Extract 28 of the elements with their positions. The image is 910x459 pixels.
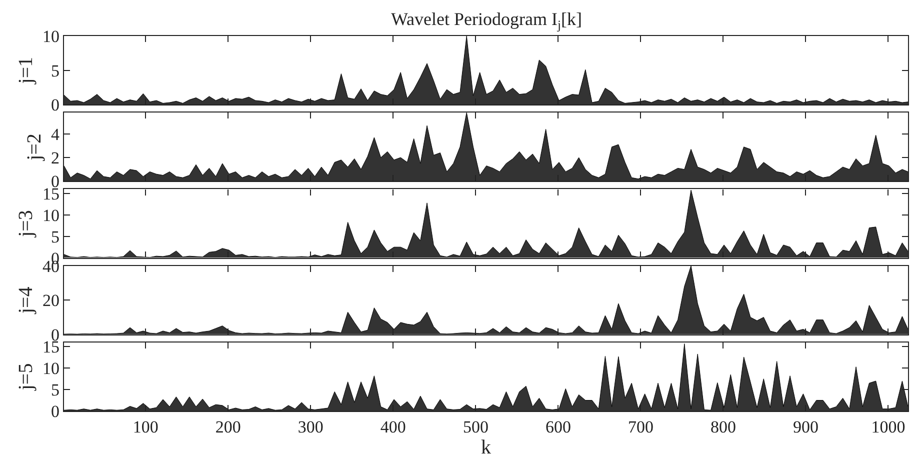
y-tick-label: 5 [51,380,60,400]
x-tick-label: 800 [710,418,736,436]
y-tick-label: 10 [42,206,60,225]
x-tick-label: 100 [132,418,158,436]
x-tick-label: 500 [462,418,488,436]
x-tick-label: 200 [215,418,241,436]
y-tick-label: 10 [42,359,60,378]
x-tick-label: 1000 [871,418,906,436]
y-tick-label: 5 [51,227,60,246]
y-tick-label: 0 [51,402,60,421]
y-tick-label: 10 [42,26,60,46]
x-axis-title: k [481,436,491,458]
x-tick-label: 300 [298,418,324,436]
y-axis-title: j=4 [15,286,37,315]
y-axis-title: j=2 [24,133,46,162]
y-axis-title: j=1 [15,56,37,85]
y-axis-title: j=5 [15,363,37,392]
y-axis-title: j=3 [15,210,37,238]
x-tick-label: 600 [545,418,571,436]
x-tick-label: 900 [792,418,818,436]
y-tick-label: 0 [51,96,60,115]
y-tick-label: 2 [51,148,60,168]
chart-title: Wavelet Periodogram I$_{j}$[k] [391,9,582,32]
y-tick-label: 4 [51,124,60,144]
x-tick-label: 400 [380,418,406,436]
y-tick-label: 20 [42,291,60,310]
x-tick-label: 700 [628,418,654,436]
y-tick-label: 5 [51,61,60,80]
